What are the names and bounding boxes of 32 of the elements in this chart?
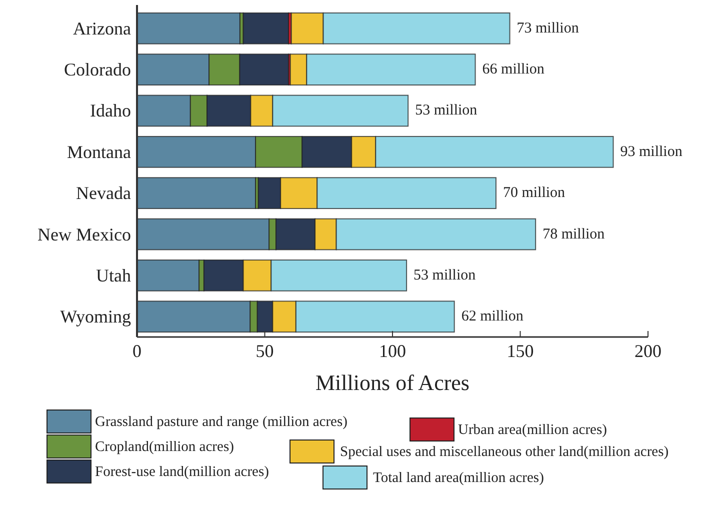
bar [136, 12, 240, 44]
bar [242, 12, 290, 44]
y-tick-label: Nevada [76, 183, 132, 204]
y-tick-label: Arizona [73, 18, 131, 38]
y-tick-label: Colorado [64, 60, 131, 80]
y-tick-label: Utah [96, 265, 131, 286]
bar [136, 177, 256, 210]
data-label: 70 million [502, 185, 566, 202]
y-tick-label: Idaho [90, 100, 131, 121]
x-tick-label: 150 [506, 341, 534, 361]
x-tick-label: 50 [256, 341, 274, 361]
data-label: 62 million [461, 308, 524, 325]
legend-label: Forest-use land(million acres) [95, 464, 270, 480]
y-tick-label: New Mexico [38, 224, 131, 244]
data-label: 53 million [415, 102, 478, 119]
x-tick-label: 0 [132, 341, 142, 361]
x-tick-label: 200 [634, 341, 662, 361]
legend-label: Grassland pasture and range (million acres) [95, 414, 348, 430]
data-label: 73 million [516, 20, 580, 36]
bar [136, 260, 200, 292]
y-tick-label: Montana [67, 142, 132, 162]
legend-label: Urban area(million acres) [458, 422, 608, 438]
y-tick-label: Wyoming [60, 306, 131, 327]
legend-label: Total land area(million acres) [373, 470, 544, 486]
data-label: 93 million [620, 144, 683, 160]
data-label: 53 million [414, 267, 476, 284]
x-axis-title: Millions of Acres [316, 370, 470, 395]
legend-label: Cropland(million acres) [95, 439, 234, 455]
legend-label: Special uses and miscellaneous other land(million acres) [340, 444, 669, 460]
x-tick-label: 100 [379, 341, 406, 361]
data-label: 78 million [542, 226, 606, 242]
data-label: 66 million [482, 62, 545, 78]
